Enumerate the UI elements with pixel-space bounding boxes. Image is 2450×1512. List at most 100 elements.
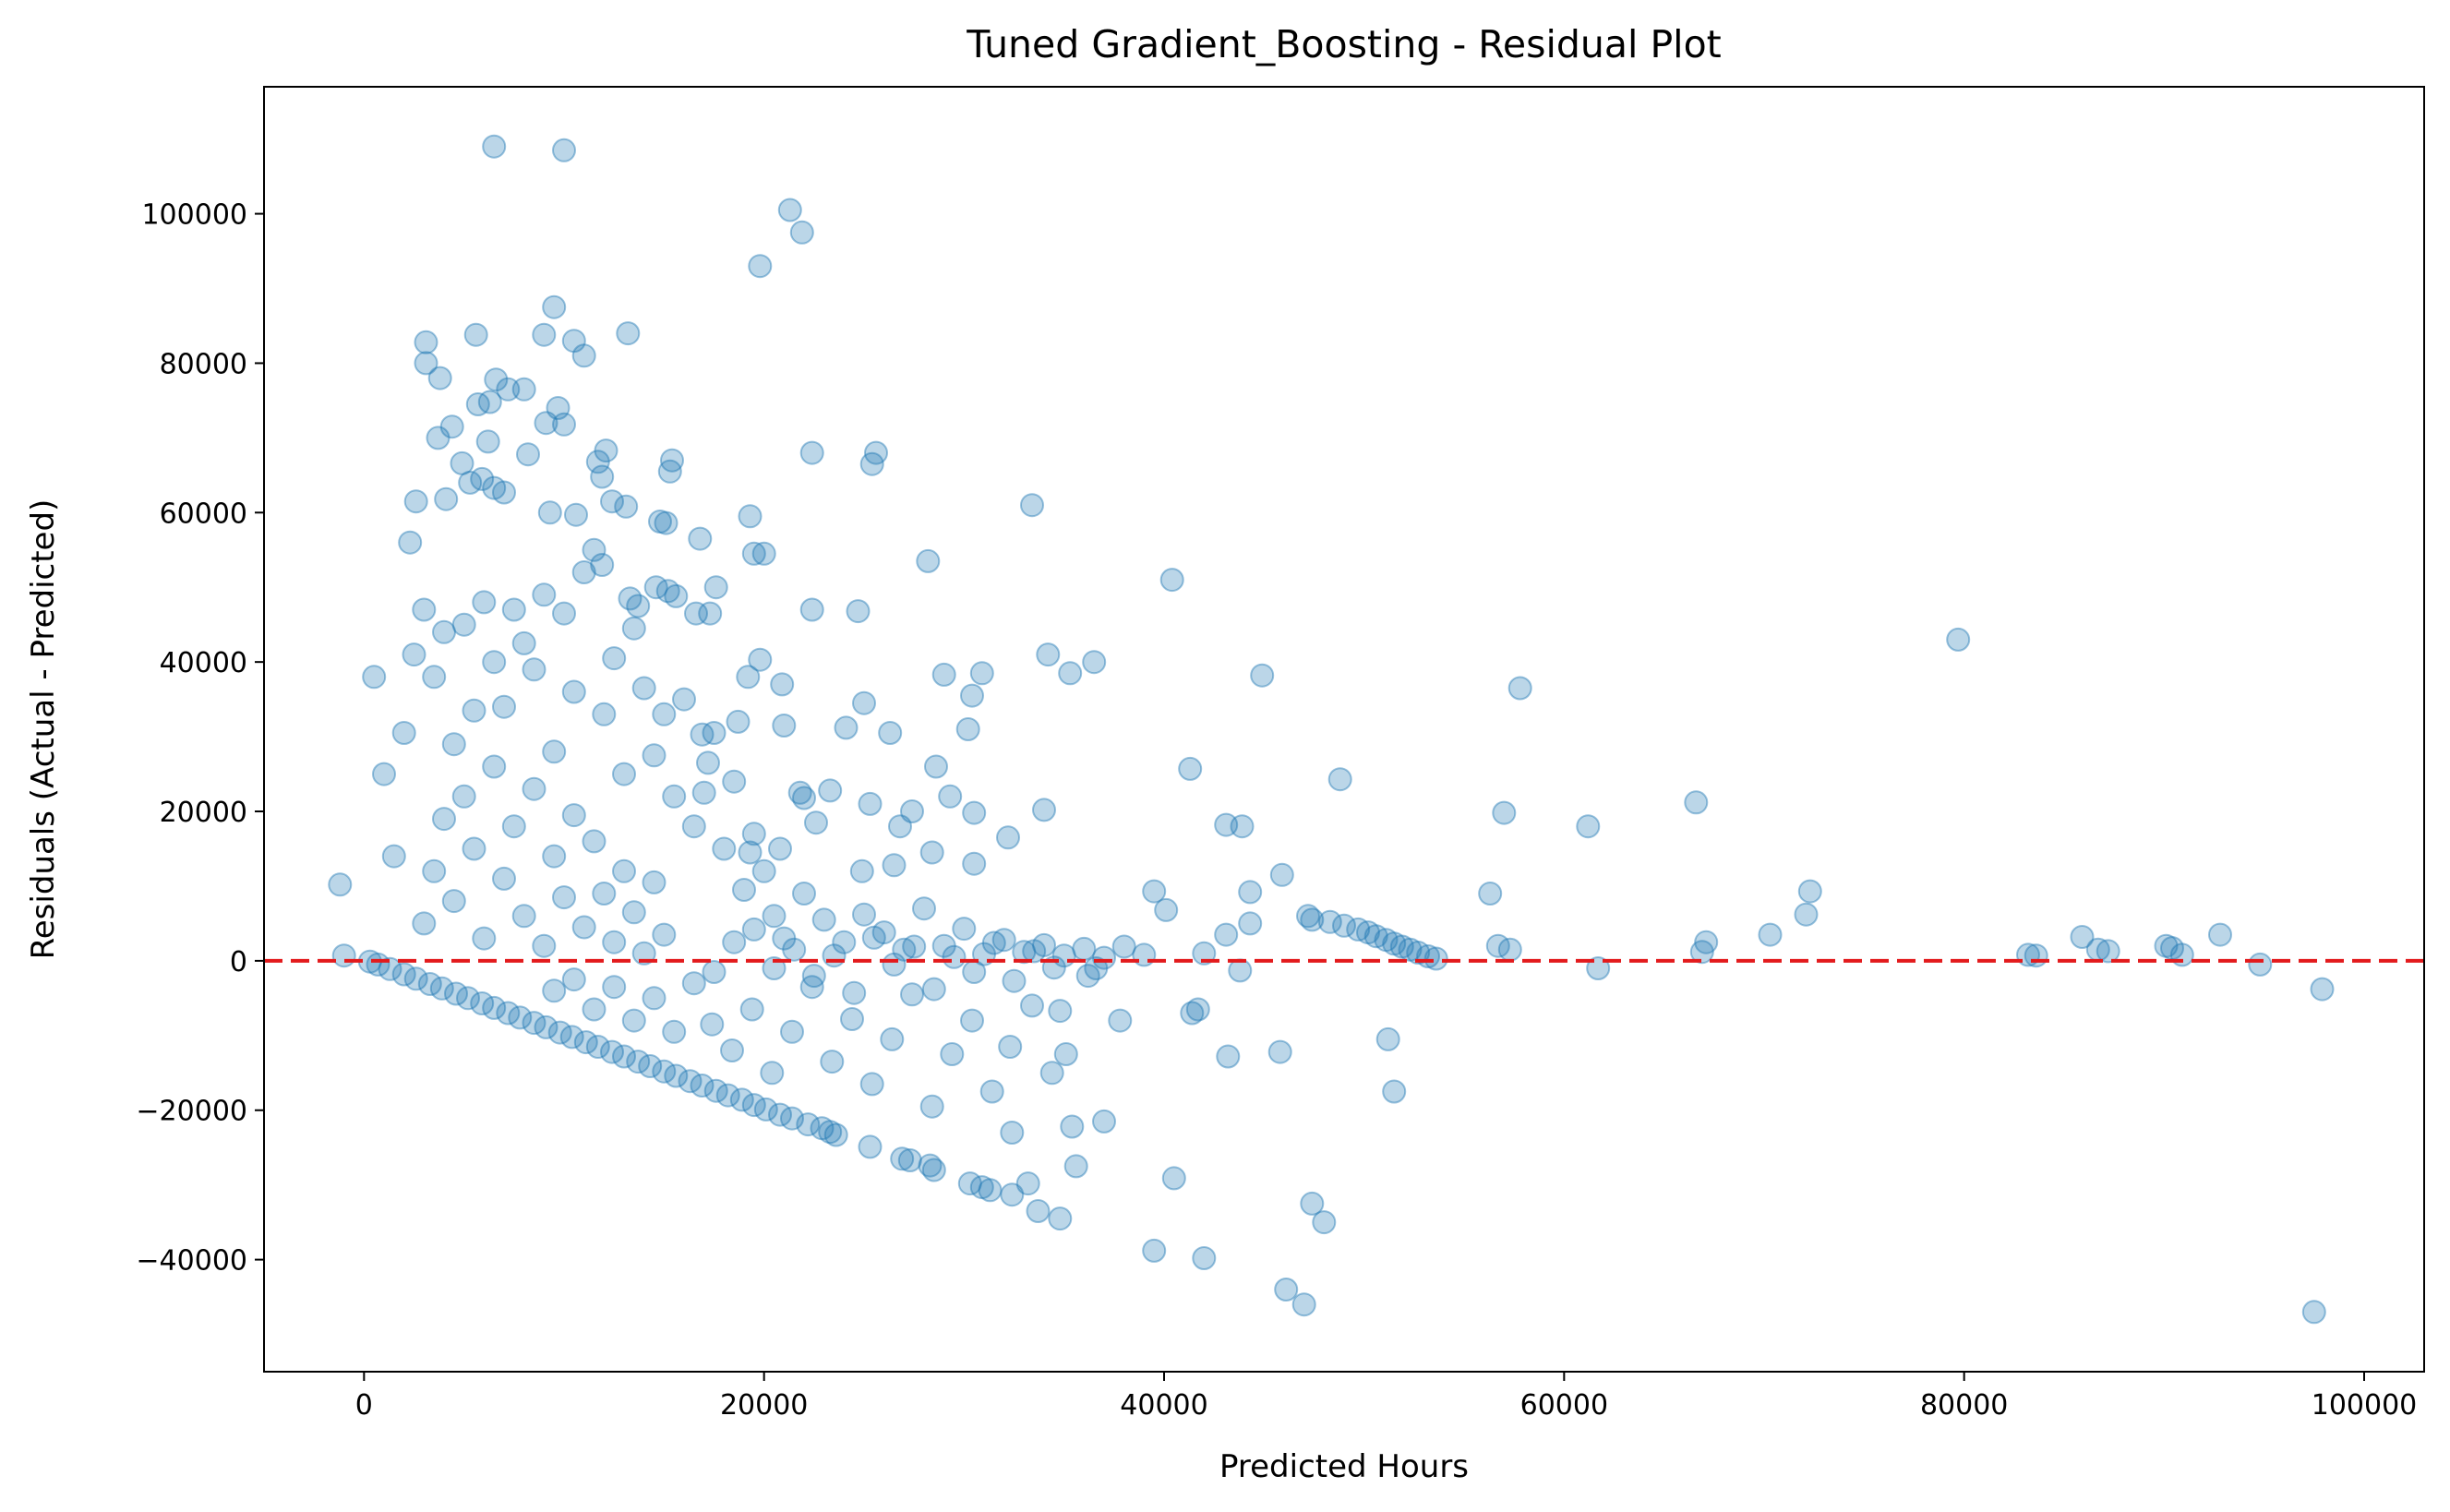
data-point xyxy=(1161,1166,1186,1191)
data-point xyxy=(2301,1300,2326,1325)
data-point xyxy=(1300,1191,1325,1216)
data-point xyxy=(472,590,497,615)
x-tick-label: 100000 xyxy=(2312,1389,2418,1422)
data-point xyxy=(1228,958,1253,983)
data-point xyxy=(858,1134,883,1159)
data-point xyxy=(840,1007,864,1031)
data-point xyxy=(1108,1008,1133,1033)
data-point xyxy=(918,1153,943,1178)
data-point xyxy=(768,1102,792,1127)
data-point xyxy=(522,776,546,801)
data-point xyxy=(890,1146,915,1171)
scatter-points xyxy=(328,134,2335,1325)
data-point xyxy=(482,754,507,779)
data-point xyxy=(1022,939,1047,964)
data-point xyxy=(820,1050,845,1074)
x-tick-label: 0 xyxy=(355,1389,373,1422)
data-point xyxy=(626,594,651,618)
data-point xyxy=(662,1019,687,1044)
data-point xyxy=(1389,934,1414,959)
data-point xyxy=(859,451,884,476)
data-point xyxy=(592,702,617,726)
data-point xyxy=(492,694,516,719)
data-point xyxy=(564,502,588,527)
data-point xyxy=(753,1097,778,1122)
data-point xyxy=(412,597,437,622)
y-tick-label: 40000 xyxy=(160,647,247,679)
data-point xyxy=(715,1083,740,1108)
data-point xyxy=(542,978,567,1003)
data-point xyxy=(2024,943,2048,968)
data-point xyxy=(652,922,677,947)
data-point xyxy=(542,844,567,869)
data-point xyxy=(1000,1121,1025,1145)
data-point xyxy=(621,900,646,925)
data-point xyxy=(846,599,871,624)
data-point xyxy=(496,377,521,402)
data-point xyxy=(626,1050,651,1074)
data-point xyxy=(1092,1109,1116,1134)
data-point xyxy=(462,836,486,861)
data-point xyxy=(1250,663,1275,688)
data-point xyxy=(722,769,747,794)
x-tick-label: 40000 xyxy=(1120,1389,1207,1422)
data-point xyxy=(834,715,859,740)
data-point xyxy=(871,920,896,945)
data-point xyxy=(991,928,1016,953)
data-point xyxy=(882,952,907,977)
data-point xyxy=(2310,977,2335,1002)
data-point xyxy=(702,721,727,745)
data-point xyxy=(1185,997,1210,1022)
data-point xyxy=(612,1044,636,1069)
data-point xyxy=(1586,956,1611,980)
data-point xyxy=(492,480,516,505)
data-point xyxy=(372,762,396,786)
data-point xyxy=(979,1079,1004,1104)
data-point xyxy=(1026,1199,1051,1223)
data-point xyxy=(962,800,987,825)
data-point xyxy=(600,489,624,514)
y-tick-label: 80000 xyxy=(160,348,247,380)
data-point xyxy=(1327,767,1352,792)
data-point xyxy=(1214,812,1239,837)
data-point xyxy=(712,836,737,861)
data-point xyxy=(799,440,824,465)
data-point xyxy=(962,960,987,984)
y-tick-label: 0 xyxy=(230,946,247,978)
data-point xyxy=(1794,902,1819,927)
data-point xyxy=(638,1054,663,1078)
data-point xyxy=(900,799,924,823)
data-point xyxy=(475,429,500,454)
data-point xyxy=(799,975,824,1000)
data-point xyxy=(720,1038,744,1062)
data-point xyxy=(960,1008,984,1033)
data-point xyxy=(792,786,816,810)
data-point xyxy=(1497,937,1522,962)
data-point xyxy=(552,885,576,910)
data-point xyxy=(732,878,756,902)
data-point xyxy=(2070,925,2095,949)
data-point xyxy=(496,1001,521,1026)
data-point xyxy=(501,597,526,622)
data-point xyxy=(822,943,847,968)
data-point xyxy=(726,709,751,734)
data-point xyxy=(432,619,456,644)
data-point xyxy=(729,1087,754,1112)
data-point xyxy=(426,426,450,450)
data-point xyxy=(582,537,606,562)
x-tick-label: 60000 xyxy=(1520,1389,1608,1422)
data-point xyxy=(882,853,907,878)
data-point xyxy=(465,392,490,416)
data-point xyxy=(391,721,416,745)
data-point xyxy=(450,450,474,475)
data-point xyxy=(1478,882,1503,906)
data-point xyxy=(561,803,586,828)
data-point xyxy=(1317,909,1342,934)
data-point xyxy=(585,450,610,474)
y-tick-label: 20000 xyxy=(160,797,247,829)
data-point xyxy=(432,807,456,832)
data-point xyxy=(919,1094,944,1119)
data-point xyxy=(957,1171,982,1196)
data-point xyxy=(571,915,596,940)
data-point xyxy=(672,687,696,712)
